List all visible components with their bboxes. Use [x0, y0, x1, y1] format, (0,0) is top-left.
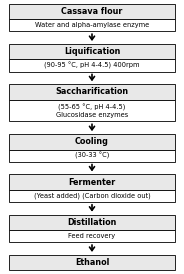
- Text: Ethanol: Ethanol: [75, 258, 109, 267]
- Text: Liquification: Liquification: [64, 47, 120, 56]
- Bar: [9, 190, 175, 202]
- Text: Cassava flour: Cassava flour: [61, 7, 123, 16]
- Bar: [9, 174, 175, 190]
- Text: (30-33 °C): (30-33 °C): [75, 152, 109, 159]
- Bar: [9, 230, 175, 242]
- Text: (90-95 °C, pH 4-4.5) 400rpm: (90-95 °C, pH 4-4.5) 400rpm: [44, 62, 140, 69]
- Text: (Yeast added) (Carbon dioxide out): (Yeast added) (Carbon dioxide out): [34, 193, 150, 199]
- Bar: [9, 19, 175, 31]
- Bar: [9, 134, 175, 150]
- Bar: [9, 215, 175, 230]
- Text: Distillation: Distillation: [67, 218, 117, 227]
- Bar: [9, 4, 175, 19]
- Bar: [9, 255, 175, 270]
- Bar: [9, 150, 175, 162]
- Bar: [9, 100, 175, 121]
- Bar: [9, 84, 175, 100]
- Bar: [9, 59, 175, 72]
- Text: Feed recovery: Feed recovery: [68, 233, 116, 239]
- Text: Water and alpha-amylase enzyme: Water and alpha-amylase enzyme: [35, 22, 149, 28]
- Text: Fermenter: Fermenter: [68, 178, 116, 187]
- Bar: [9, 44, 175, 59]
- Text: Saccharification: Saccharification: [55, 87, 129, 96]
- Text: (55-65 °C, pH 4-4.5)
Glucosidase enzymes: (55-65 °C, pH 4-4.5) Glucosidase enzymes: [56, 104, 128, 118]
- Text: Cooling: Cooling: [75, 137, 109, 146]
